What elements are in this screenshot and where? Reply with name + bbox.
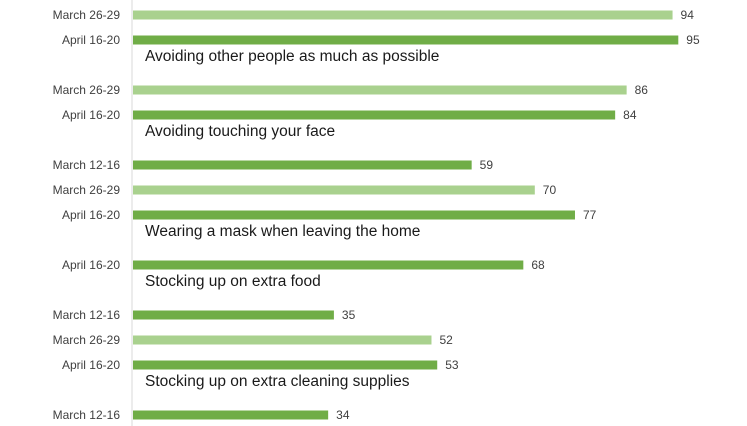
group-title: Wearing a mask when leaving the home <box>145 223 420 240</box>
data-label: 95 <box>686 33 700 47</box>
category-label: March 26-29 <box>53 83 121 97</box>
category-label: March 12-16 <box>53 408 121 422</box>
data-label: 94 <box>681 8 695 22</box>
category-label: March 12-16 <box>53 158 121 172</box>
bar <box>133 360 438 370</box>
category-label: March 12-16 <box>53 308 121 322</box>
data-label: 59 <box>480 158 494 172</box>
category-label: March 26-29 <box>53 8 121 22</box>
bar <box>133 85 627 95</box>
group-title: Stocking up on extra food <box>145 273 321 290</box>
data-label: 35 <box>342 308 356 322</box>
chart-marks: March 26-29 94 April 16-20 95 Avoiding other… <box>53 8 700 422</box>
group-title: Avoiding touching your face <box>145 123 335 140</box>
data-label: 52 <box>439 333 453 347</box>
category-label: April 16-20 <box>62 358 120 372</box>
bar <box>133 35 679 45</box>
bar <box>133 110 616 120</box>
bar <box>133 210 575 220</box>
data-label: 68 <box>531 258 545 272</box>
bar <box>133 410 329 420</box>
bar <box>133 335 432 345</box>
bar <box>133 185 535 195</box>
data-label: 70 <box>543 183 557 197</box>
category-label: April 16-20 <box>62 258 120 272</box>
category-label: March 26-29 <box>53 333 121 347</box>
category-label: April 16-20 <box>62 208 120 222</box>
data-label: 53 <box>445 358 459 372</box>
category-label: April 16-20 <box>62 33 120 47</box>
data-label: 84 <box>623 108 637 122</box>
data-label: 34 <box>336 408 350 422</box>
bar <box>133 160 472 170</box>
bar <box>133 10 673 20</box>
data-label: 86 <box>635 83 649 97</box>
group-title: Stocking up on extra cleaning supplies <box>145 373 410 390</box>
bar <box>133 310 334 320</box>
group-title: Avoiding other people as much as possibl… <box>145 48 439 65</box>
category-label: March 26-29 <box>53 183 121 197</box>
bar <box>133 260 524 270</box>
category-label: April 16-20 <box>62 108 120 122</box>
data-label: 77 <box>583 208 597 222</box>
